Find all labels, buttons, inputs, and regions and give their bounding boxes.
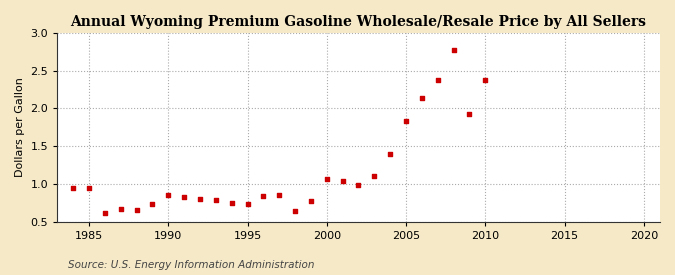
Point xyxy=(306,199,317,204)
Point xyxy=(448,47,459,52)
Point xyxy=(179,195,190,199)
Point xyxy=(290,209,300,213)
Y-axis label: Dollars per Gallon: Dollars per Gallon xyxy=(15,77,25,177)
Point xyxy=(369,174,380,178)
Point xyxy=(242,202,253,207)
Point xyxy=(131,208,142,213)
Point xyxy=(68,186,78,191)
Point xyxy=(385,152,396,156)
Point xyxy=(353,183,364,188)
Point xyxy=(338,179,348,183)
Point xyxy=(464,112,475,117)
Title: Annual Wyoming Premium Gasoline Wholesale/Resale Price by All Sellers: Annual Wyoming Premium Gasoline Wholesal… xyxy=(70,15,647,29)
Point xyxy=(84,186,95,190)
Point xyxy=(258,194,269,198)
Point xyxy=(115,207,126,211)
Text: Source: U.S. Energy Information Administration: Source: U.S. Energy Information Administ… xyxy=(68,260,314,270)
Point xyxy=(401,118,412,123)
Point xyxy=(274,192,285,197)
Point xyxy=(211,198,221,202)
Point xyxy=(194,197,205,201)
Point xyxy=(480,78,491,82)
Point xyxy=(99,211,110,216)
Point xyxy=(321,177,332,182)
Point xyxy=(433,78,443,82)
Point xyxy=(226,201,237,205)
Point xyxy=(147,201,158,206)
Point xyxy=(163,192,173,197)
Point xyxy=(416,96,427,100)
